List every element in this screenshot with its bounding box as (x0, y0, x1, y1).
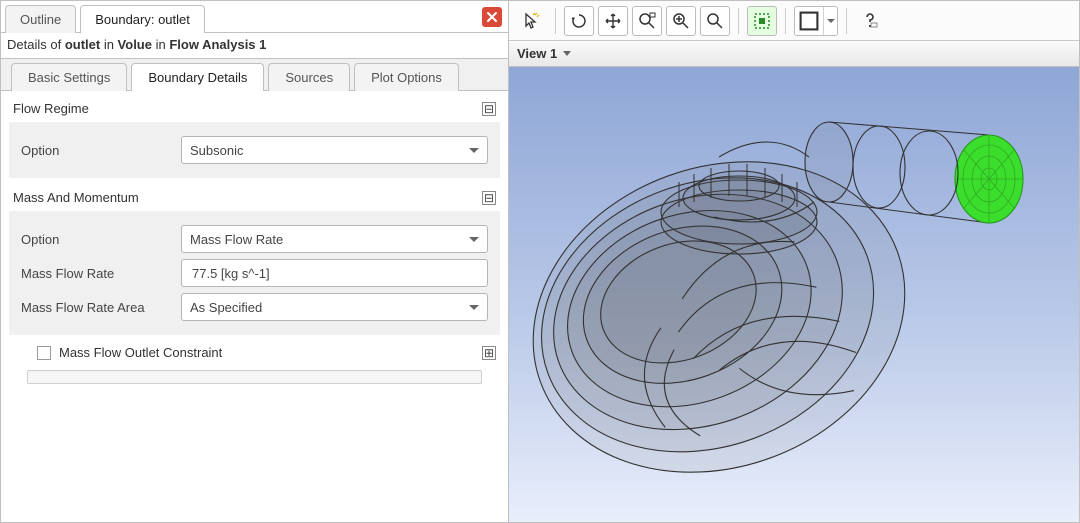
chevron-down-icon (827, 19, 835, 23)
mm-option-select[interactable]: Mass Flow Rate (181, 225, 488, 253)
tab-sources-label: Sources (285, 70, 333, 85)
breadcrumb-mid1: in (100, 37, 117, 52)
help-icon (860, 11, 880, 31)
shading-mode-split-button[interactable] (794, 6, 838, 36)
panel-top-tabs: Outline Boundary: outlet (1, 1, 508, 33)
breadcrumb-prefix: Details of (7, 37, 65, 52)
section-mass-momentum-title: Mass And Momentum (13, 190, 139, 205)
mm-rate-input-field[interactable] (190, 265, 479, 282)
collapse-mass-momentum-button[interactable]: ⊟ (482, 191, 496, 205)
mm-constraint-label: Mass Flow Outlet Constraint (59, 345, 222, 360)
breadcrumb: Details of outlet in Volue in Flow Analy… (1, 33, 508, 59)
pan-icon (603, 11, 623, 31)
model-wireframe (509, 67, 1079, 522)
zoom-box-icon (637, 11, 657, 31)
tab-boundary-outlet-label: Boundary: outlet (95, 12, 190, 27)
zoom-fit-icon (705, 11, 725, 31)
close-icon (486, 11, 498, 23)
mm-area-value: As Specified (190, 300, 262, 315)
chevron-down-icon (469, 237, 479, 242)
tab-sources[interactable]: Sources (268, 63, 350, 91)
face-select-icon (795, 7, 823, 35)
breadcrumb-mid2: in (152, 37, 169, 52)
shading-mode-dropdown[interactable] (823, 7, 837, 35)
tab-plot-options-label: Plot Options (371, 70, 442, 85)
viewport-panel: View 1 (509, 1, 1079, 522)
fit-selection-button[interactable] (747, 6, 777, 36)
empty-progress-bar (27, 370, 482, 384)
toolbar-separator (555, 8, 556, 34)
zoom-fit-button[interactable] (700, 6, 730, 36)
properties-panel: Outline Boundary: outlet Details of outl… (1, 1, 509, 522)
section-flow-regime-header: Flow Regime ⊟ (9, 95, 500, 122)
breadcrumb-analysis: Flow Analysis 1 (169, 37, 266, 52)
chevron-down-icon (469, 305, 479, 310)
mm-option-label: Option (21, 232, 181, 247)
section-flow-regime-body: Option Subsonic (9, 122, 500, 178)
tab-basic-settings-label: Basic Settings (28, 70, 110, 85)
rotate-button[interactable] (564, 6, 594, 36)
tab-boundary-details-label: Boundary Details (148, 70, 247, 85)
row-mm-constraint: Mass Flow Outlet Constraint ⊞ (9, 341, 500, 364)
section-flow-regime-title: Flow Regime (13, 101, 89, 116)
cursor-arrow-icon (522, 11, 542, 31)
viewport-3d[interactable] (509, 67, 1079, 522)
mm-rate-input[interactable] (181, 259, 488, 287)
zoom-in-icon (671, 11, 691, 31)
row-mm-area: Mass Flow Rate Area As Specified (21, 293, 488, 321)
sections-container: Flow Regime ⊟ Option Subsonic Mass And M… (1, 91, 508, 522)
mm-option-value: Mass Flow Rate (190, 232, 283, 247)
row-flow-regime-option: Option Subsonic (21, 136, 488, 164)
toolbar-separator (846, 8, 847, 34)
collapse-flow-regime-button[interactable]: ⊟ (482, 102, 496, 116)
help-button[interactable] (855, 6, 885, 36)
mm-constraint-checkbox[interactable] (37, 346, 51, 360)
zoom-in-button[interactable] (666, 6, 696, 36)
pan-button[interactable] (598, 6, 628, 36)
zoom-box-button[interactable] (632, 6, 662, 36)
toolbar-separator (785, 8, 786, 34)
row-mm-rate: Mass Flow Rate (21, 259, 488, 287)
tab-boundary-outlet[interactable]: Boundary: outlet (80, 5, 205, 33)
breadcrumb-outlet: outlet (65, 37, 100, 52)
mm-area-label: Mass Flow Rate Area (21, 300, 181, 315)
chevron-down-icon (563, 51, 571, 56)
flow-regime-option-select[interactable]: Subsonic (181, 136, 488, 164)
tab-outline[interactable]: Outline (5, 5, 76, 33)
tab-plot-options[interactable]: Plot Options (354, 63, 459, 91)
tab-boundary-details[interactable]: Boundary Details (131, 63, 264, 91)
close-panel-button[interactable] (482, 7, 502, 27)
tab-basic-settings[interactable]: Basic Settings (11, 63, 127, 91)
breadcrumb-volume: Volue (118, 37, 152, 52)
shading-mode-button[interactable] (795, 7, 823, 35)
sub-tabs: Basic Settings Boundary Details Sources … (1, 59, 508, 91)
view-header[interactable]: View 1 (509, 41, 1079, 67)
viewport-toolbar (509, 1, 1079, 41)
row-mm-option: Option Mass Flow Rate (21, 225, 488, 253)
cursor-select-button[interactable] (517, 6, 547, 36)
toolbar-separator (738, 8, 739, 34)
flow-regime-option-value: Subsonic (190, 143, 243, 158)
view-label: View 1 (517, 46, 557, 61)
fit-selection-icon (752, 11, 772, 31)
mm-rate-label: Mass Flow Rate (21, 266, 181, 281)
tab-outline-label: Outline (20, 12, 61, 27)
section-mass-momentum-header: Mass And Momentum ⊟ (9, 184, 500, 211)
mm-area-select[interactable]: As Specified (181, 293, 488, 321)
section-mass-momentum-body: Option Mass Flow Rate Mass Flow Rate Mas… (9, 211, 500, 335)
chevron-down-icon (469, 148, 479, 153)
expand-constraint-button[interactable]: ⊞ (482, 346, 496, 360)
flow-regime-option-label: Option (21, 143, 181, 158)
rotate-icon (569, 11, 589, 31)
